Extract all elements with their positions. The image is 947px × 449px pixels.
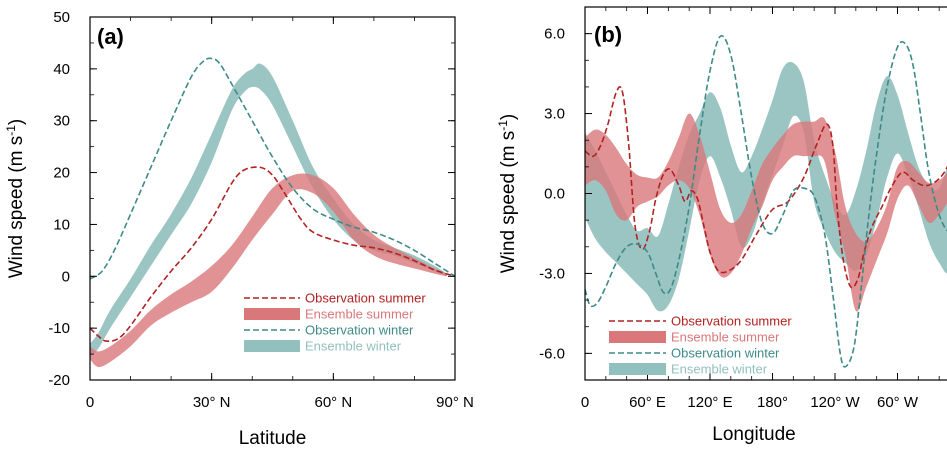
y-tick-label: 3.0	[544, 106, 565, 123]
panel-label: (a)	[97, 24, 124, 49]
x-tick-label: 0	[86, 394, 94, 411]
x-tick-label: 60° W	[877, 394, 919, 411]
y-axis-title-close: )	[498, 114, 519, 120]
x-tick-label: 180°	[757, 394, 788, 411]
y-tick-label: 40	[53, 61, 70, 78]
x-tick-label: 60° E	[629, 394, 666, 411]
y-tick-label: 6.0	[544, 26, 565, 43]
x-axis-title: Latitude	[239, 428, 307, 449]
y-axis-title: Wind speed (m s-1)	[496, 114, 519, 274]
panel-b: 0 60° E 120° E 180° 120° W 60° W -6.0 -3.0 0.0 3.…	[496, 6, 947, 445]
line-observation-winter	[90, 57, 455, 280]
y-tick-label: -20	[48, 372, 70, 389]
band-ensemble-summer	[90, 173, 447, 368]
line-observation-winter	[585, 34, 947, 368]
line-observation-summer	[90, 166, 455, 343]
legend-label: Observation summer	[305, 291, 426, 306]
legend-swatch-band	[609, 331, 666, 343]
y-tick-label: 0	[62, 268, 70, 285]
y-axis-title-exponent: -1	[496, 120, 510, 131]
y-tick-label: -10	[48, 320, 70, 337]
x-tick-label: 60° N	[314, 394, 352, 411]
y-tick-label: -6.0	[539, 345, 565, 362]
x-tick-label: 90° N	[436, 394, 474, 411]
legend-swatch-band	[609, 363, 666, 375]
x-tick-label: 120° W	[810, 394, 860, 411]
line-observation-summer	[585, 86, 947, 289]
y-axis-title-main: Wind speed (m s	[498, 131, 519, 274]
legend-label: Ensemble winter	[305, 339, 402, 354]
y-tick-label: 30	[53, 113, 70, 130]
legend-swatch-band	[244, 340, 300, 352]
y-tick-label: 10	[53, 216, 70, 233]
legend-swatch-band	[244, 308, 300, 320]
legend-label: Ensemble summer	[305, 307, 414, 322]
y-tick-label: 20	[53, 165, 70, 182]
y-axis-title: Wind speed (m s-1)	[4, 119, 27, 279]
band-ensemble-summer	[585, 113, 947, 312]
y-tick-label: -3.0	[539, 265, 565, 282]
legend-label: Observation winter	[671, 346, 780, 361]
y-axis-title-close: )	[6, 119, 27, 125]
legend-label: Ensemble summer	[671, 330, 780, 345]
x-axis-title: Longitude	[712, 424, 795, 445]
x-tick-label: 120° E	[687, 394, 732, 411]
legend-label: Ensemble winter	[671, 362, 768, 377]
y-tick-label: 50	[53, 9, 70, 26]
plot-area	[90, 57, 455, 368]
y-axis-title-exponent: -1	[4, 125, 18, 136]
legend-label: Observation summer	[671, 314, 792, 329]
panel-a: 0 30° N 60° N 90° N -20 -10 0 10 20 30 40 50 Latitud…	[4, 9, 474, 449]
panel-label: (b)	[594, 22, 622, 47]
x-tick-label: 0	[581, 394, 589, 411]
x-tick-label: 30° N	[193, 394, 231, 411]
y-tick-label: 0.0	[544, 186, 565, 203]
legend-label: Observation winter	[305, 323, 414, 338]
plot-area	[585, 34, 947, 368]
y-axis-title-main: Wind speed (m s	[6, 136, 27, 279]
